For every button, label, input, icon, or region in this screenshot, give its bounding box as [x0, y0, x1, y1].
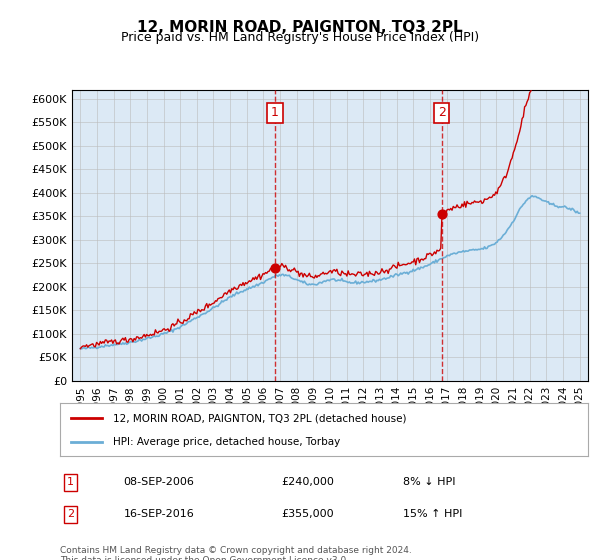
Text: 2: 2 [438, 106, 446, 119]
Text: 1: 1 [67, 477, 74, 487]
Text: 2: 2 [67, 510, 74, 520]
Text: 16-SEP-2016: 16-SEP-2016 [124, 510, 194, 520]
Point [270, 264, 280, 273]
Text: 1: 1 [271, 106, 279, 119]
Text: Contains HM Land Registry data © Crown copyright and database right 2024.
This d: Contains HM Land Registry data © Crown c… [60, 546, 412, 560]
Text: 8% ↓ HPI: 8% ↓ HPI [403, 477, 456, 487]
Text: Price paid vs. HM Land Registry's House Price Index (HPI): Price paid vs. HM Land Registry's House … [121, 31, 479, 44]
Text: HPI: Average price, detached house, Torbay: HPI: Average price, detached house, Torb… [113, 436, 340, 446]
Text: £355,000: £355,000 [282, 510, 334, 520]
Text: 15% ↑ HPI: 15% ↑ HPI [403, 510, 463, 520]
Text: 08-SEP-2006: 08-SEP-2006 [124, 477, 194, 487]
Text: £240,000: £240,000 [282, 477, 335, 487]
Text: 12, MORIN ROAD, PAIGNTON, TQ3 2PL (detached house): 12, MORIN ROAD, PAIGNTON, TQ3 2PL (detac… [113, 413, 406, 423]
Text: 12, MORIN ROAD, PAIGNTON, TQ3 2PL: 12, MORIN ROAD, PAIGNTON, TQ3 2PL [137, 20, 463, 35]
Point [437, 209, 446, 218]
